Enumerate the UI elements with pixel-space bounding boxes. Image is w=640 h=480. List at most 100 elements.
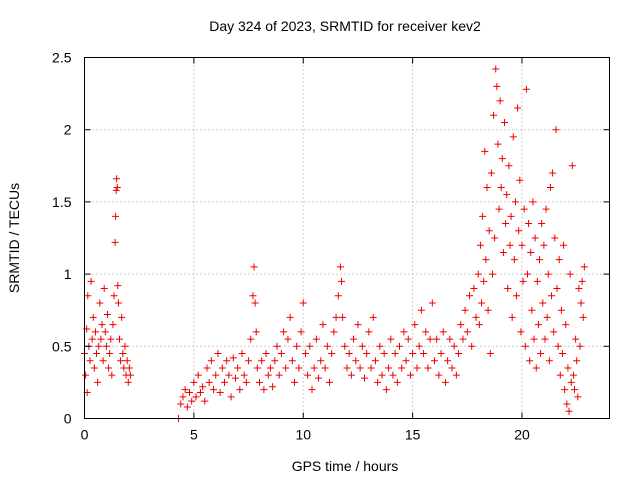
data-point [482,256,490,264]
data-point [387,335,395,343]
data-point [111,238,119,246]
data-point [437,350,445,358]
data-point [286,313,294,321]
data-point [566,270,574,278]
data-point [404,335,412,343]
data-point [448,364,456,372]
data-point [396,342,403,350]
data-point [510,256,518,264]
data-point [114,282,122,290]
data-point [352,357,360,365]
data-point [330,328,338,336]
data-point [109,321,117,329]
data-point [102,342,110,350]
data-point [567,378,575,386]
data-point [304,371,312,379]
data-point [422,328,430,336]
data-point [513,292,521,300]
x-tick-label: 15 [405,427,421,443]
data-point [542,205,550,213]
data-point [250,263,258,271]
data-point [188,397,196,405]
data-point [183,403,191,411]
data-point [560,241,568,249]
data-point [301,350,309,358]
data-point [531,234,539,242]
data-point [411,321,419,329]
data-point [426,335,434,343]
data-point [315,374,323,382]
data-point [249,292,257,300]
data-point [117,357,125,365]
data-point [119,350,127,358]
data-point [549,169,557,177]
data-point [537,350,545,358]
data-point [297,328,305,336]
y-tick-label: 0.5 [52,338,72,354]
data-point [216,389,224,397]
data-point [521,342,529,350]
data-point [378,371,386,379]
data-point [89,313,97,321]
data-point [326,378,333,386]
data-point [361,374,368,382]
data-point [273,342,281,350]
data-point [488,270,496,278]
data-point [260,386,268,394]
data-point [207,357,215,365]
data-point [455,350,463,358]
data-point [310,364,318,372]
data-point [439,328,447,336]
data-point [517,328,525,336]
data-point [502,220,510,228]
data-point [93,350,101,358]
data-point [493,82,501,90]
data-point [475,321,483,329]
data-point [533,277,541,285]
data-point [238,350,246,358]
data-point [539,299,547,307]
x-tick-label: 0 [81,427,89,443]
data-point [484,306,492,314]
data-point [556,371,564,379]
data-point [382,386,390,394]
data-point [356,364,364,372]
data-point [507,212,515,220]
data-point [332,313,340,321]
data-point [88,335,96,343]
y-tick-label: 0 [64,411,72,427]
data-point [509,133,517,141]
data-point [562,321,570,329]
data-point [415,342,423,350]
data-point [534,321,542,329]
data-point [478,299,486,307]
data-point [435,371,443,379]
data-point [358,342,366,350]
data-point [575,285,583,293]
data-point [100,285,108,293]
data-point [568,162,576,170]
data-point [532,364,540,372]
data-point [247,335,255,343]
data-point [114,299,122,307]
data-point [508,313,516,321]
data-point [514,104,522,112]
data-point [496,97,504,105]
data-point [393,378,401,386]
data-point [431,357,438,365]
data-point [541,335,549,343]
data-point [338,277,346,285]
data-point [345,350,353,358]
data-point [262,350,270,358]
data-point [236,386,244,394]
data-point [123,357,131,365]
data-point [498,155,506,163]
data-point [225,371,233,379]
data-point [190,378,198,386]
data-point [90,364,98,372]
data-point [264,371,272,379]
chart-title: Day 324 of 2023, SRMTID for receiver kev… [209,18,481,34]
data-point [518,241,526,249]
data-point [501,118,508,126]
data-point [476,241,484,249]
